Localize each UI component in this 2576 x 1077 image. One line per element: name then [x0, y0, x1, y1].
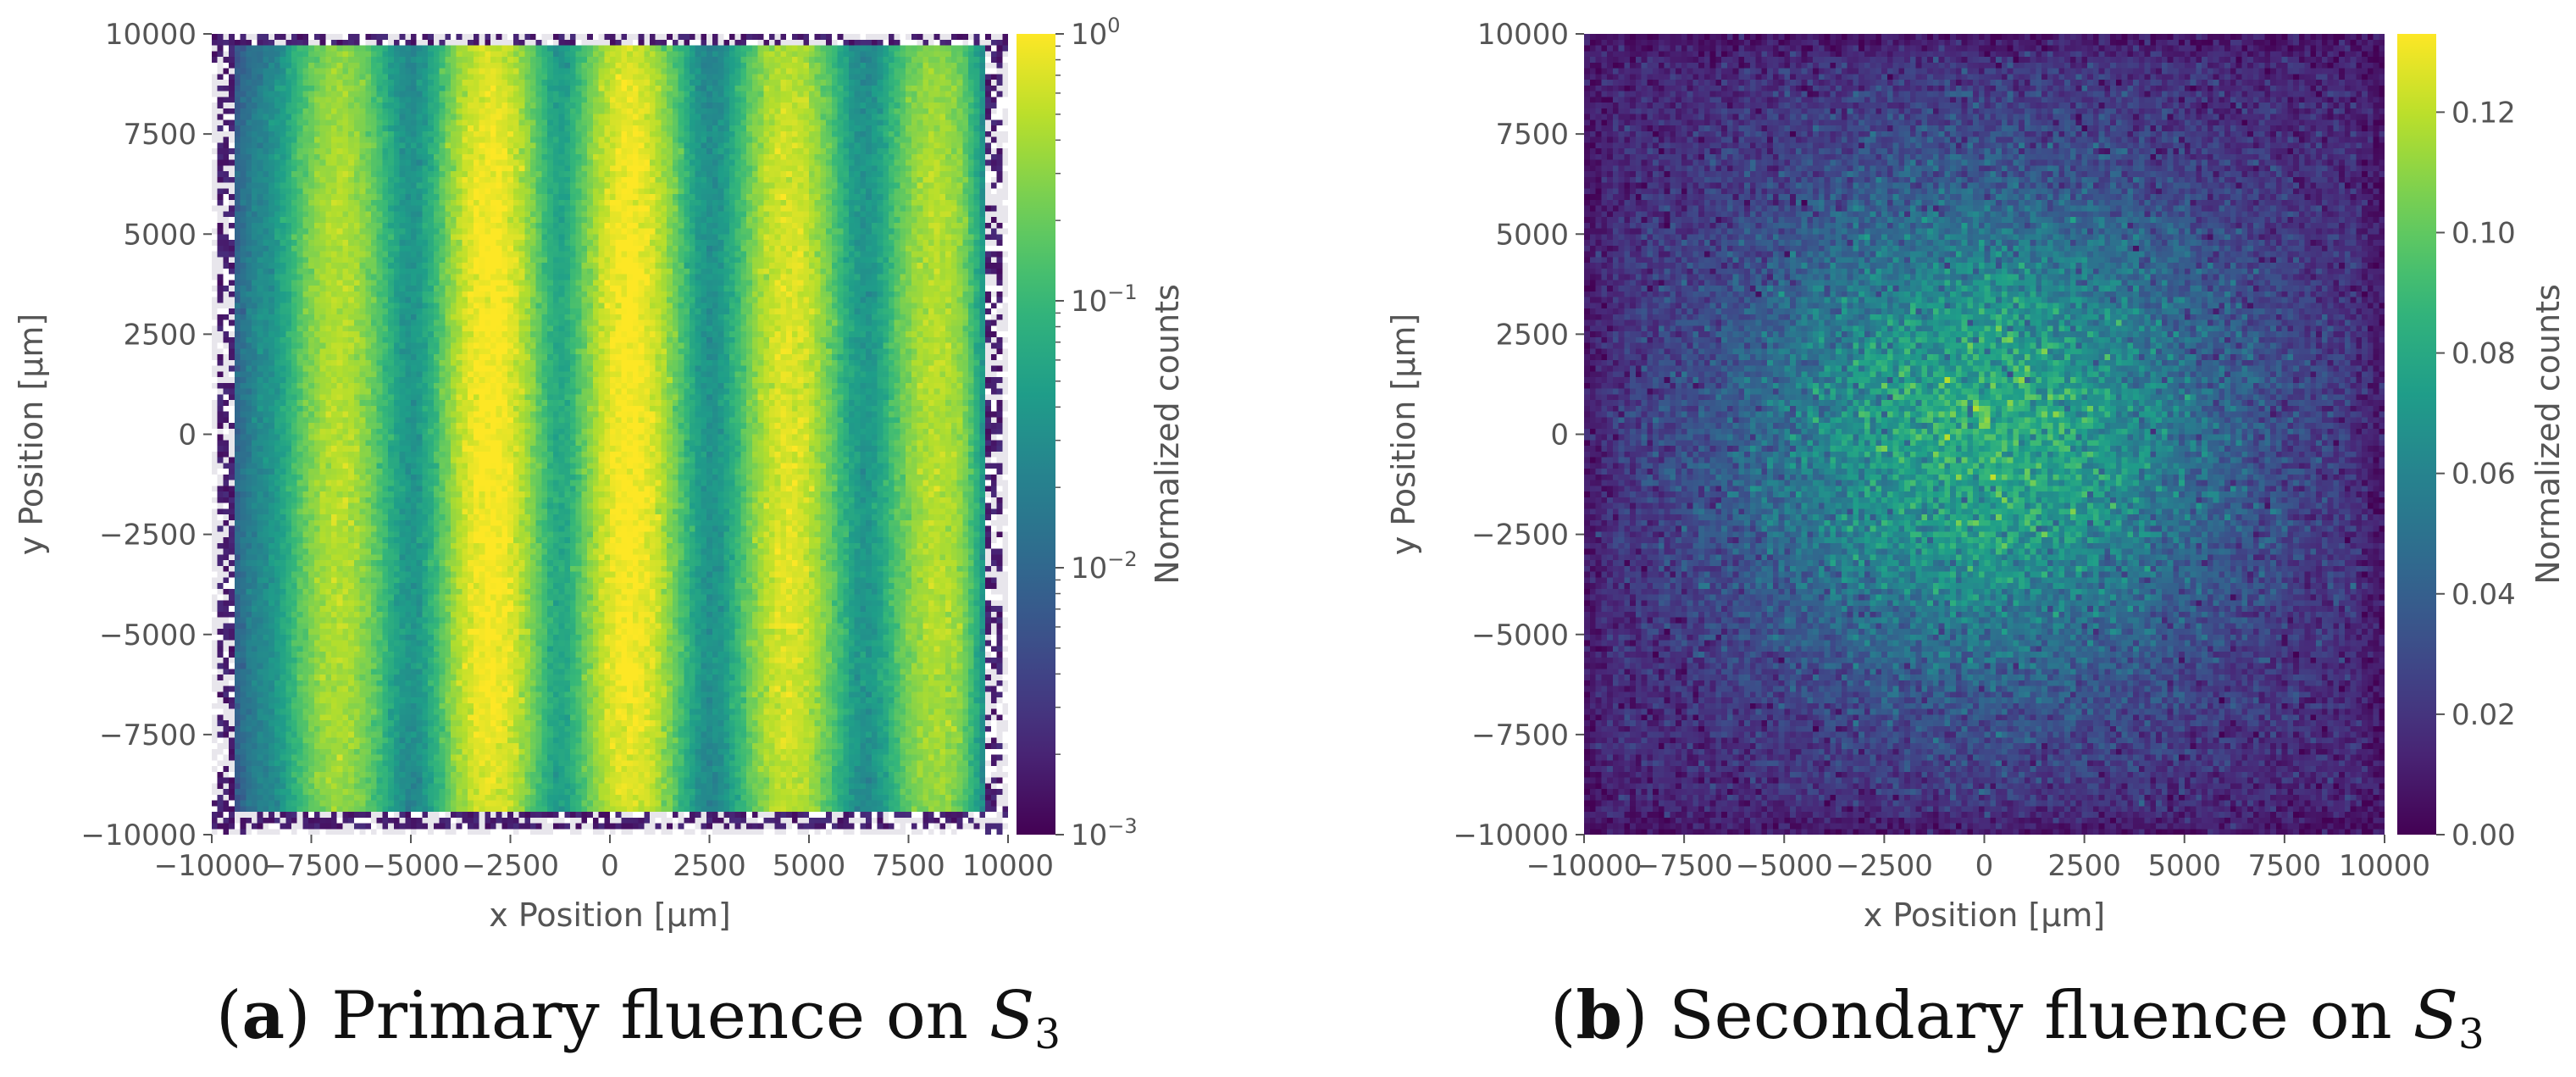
x-tick-label: −10000: [154, 849, 270, 883]
x-tick-label: −2500: [1836, 849, 1933, 883]
heatmap-image: [1584, 34, 2385, 835]
y-axis-label: y Position [μm]: [1385, 314, 1422, 555]
x-tick-label: −5000: [362, 849, 459, 883]
y-tick-label: −2500: [99, 519, 197, 552]
colorbar: 0.00 0.02 0.04 0.06 0.08 0.10 0.12 Normalized c…: [2397, 34, 2567, 852]
y-tick-label: −2500: [1471, 519, 1569, 552]
y-tick-label: 7500: [1495, 118, 1569, 152]
x-tick-label: 2500: [673, 849, 746, 883]
x-tick-label: −7500: [1636, 849, 1733, 883]
colorbar-tick-label: 10−3: [1071, 814, 1138, 852]
colorbar-tick-label: 0.00: [2451, 819, 2516, 852]
colorbar-tick-label: 0.12: [2451, 96, 2516, 130]
panel-b: −10000−7500 −5000 −2500 0 2500 5000 7500 10000−…: [1385, 18, 2567, 934]
x-tick-label: 0: [1975, 849, 1994, 883]
caption-a: (a) Primary fluence on S3: [216, 977, 1061, 1059]
y-tick-label: 10000: [1477, 18, 1569, 52]
colorbar-label: Normalized counts: [1149, 284, 1186, 585]
y-tick-label: −7500: [1471, 719, 1569, 752]
x-tick-label: 2500: [2047, 849, 2121, 883]
y-tick-label: −10000: [1453, 819, 1569, 852]
x-tick-label: −5000: [1736, 849, 1833, 883]
colorbar-tick-label: 10−1: [1071, 280, 1138, 319]
y-tick-label: 5000: [1495, 218, 1569, 252]
x-tick-label: 0: [601, 849, 619, 883]
y-tick-label: 2500: [123, 318, 197, 352]
colorbar-tick-label: 0.10: [2451, 216, 2516, 250]
y-tick-label: −10000: [80, 819, 197, 852]
colorbar-tick-label: 10−2: [1071, 547, 1138, 586]
x-axis-label: x Position [μm]: [489, 897, 730, 934]
colorbar-tick-label: 0.08: [2451, 337, 2516, 371]
y-tick-label: 2500: [1495, 318, 1569, 352]
colorbar-tick-label: 0.02: [2451, 698, 2516, 732]
colorbar-tick-label: 0.04: [2451, 578, 2516, 612]
colorbar: 100 10−1 10−2 10−3 Normalized counts: [1017, 14, 1186, 852]
panel-a: −10000−7500 −5000 −2500 0 2500 5000 7500 10000−…: [13, 14, 1186, 934]
x-tick-label: 10000: [2339, 849, 2430, 883]
y-tick-label: 0: [1550, 419, 1569, 452]
y-tick-label: 0: [178, 419, 197, 452]
x-tick-label: 5000: [2147, 849, 2221, 883]
y-axis-label: y Position [μm]: [13, 314, 50, 555]
y-tick-label: 10000: [105, 18, 197, 52]
y-tick-label: 7500: [123, 118, 197, 152]
colorbar-label: Normalized counts: [2529, 284, 2567, 585]
x-tick-label: −10000: [1526, 849, 1643, 883]
colorbar-gradient: [2397, 34, 2436, 835]
x-tick-label: 10000: [962, 849, 1054, 883]
y-tick-label: −5000: [1471, 619, 1569, 652]
x-tick-label: 7500: [2248, 849, 2322, 883]
colorbar-tick-label: 0.06: [2451, 458, 2516, 491]
x-tick-label: 5000: [773, 849, 846, 883]
y-tick-label: −5000: [99, 619, 197, 652]
caption-b: (b) Secondary fluence on S3: [1550, 977, 2485, 1059]
x-tick-label: −2500: [462, 849, 559, 883]
colorbar-gradient: [1017, 34, 1055, 835]
y-tick-label: −7500: [99, 719, 197, 752]
x-axis-label: x Position [μm]: [1864, 897, 2105, 934]
heatmap-image: [212, 34, 1008, 835]
y-tick-label: 5000: [123, 218, 197, 252]
x-tick-label: 7500: [872, 849, 945, 883]
x-tick-label: −7500: [263, 849, 360, 883]
colorbar-tick-label: 100: [1071, 14, 1121, 52]
